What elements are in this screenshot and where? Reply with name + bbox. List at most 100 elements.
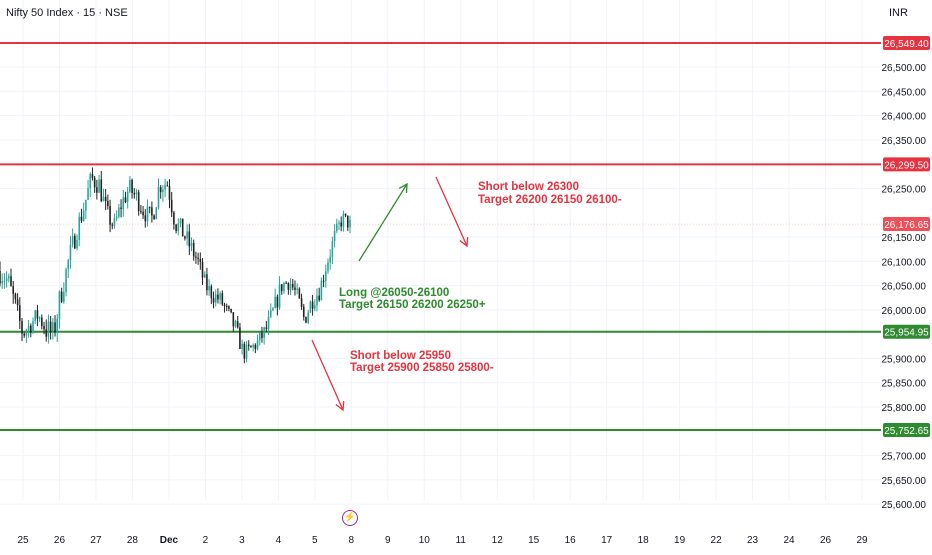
level-price-tag — [883, 157, 930, 172]
candle-body — [278, 284, 281, 308]
y-tick-label: 26,050.00 — [882, 282, 927, 293]
candle-body — [186, 231, 188, 239]
candle-body — [25, 330, 28, 336]
candle-body — [230, 308, 232, 313]
candle-body — [155, 207, 158, 220]
candle-body — [267, 316, 270, 330]
candle-body — [225, 306, 228, 308]
candle-body — [142, 211, 144, 216]
candle-body — [85, 199, 87, 211]
candle-body — [181, 218, 184, 237]
horizontal-levels[interactable]: 26,549.40 26,299.50 25,954.95 25,752.65 — [0, 36, 930, 437]
candle-body — [327, 262, 329, 272]
candle-body — [43, 326, 45, 330]
candle-body — [195, 256, 197, 258]
arrow-head — [459, 236, 469, 248]
candle-body — [256, 340, 259, 349]
candle-body — [261, 332, 263, 338]
candle-body — [41, 317, 43, 327]
price-axis[interactable]: 26,500.00 26,450.00 26,400.00 26,350.00 26,2… — [882, 63, 927, 511]
candle-body — [289, 284, 292, 290]
current-price-tag — [883, 217, 930, 232]
candle-body — [239, 327, 241, 349]
candle-body — [208, 286, 210, 291]
lightning-event-icon[interactable]: ⚡ — [342, 510, 358, 526]
candle-body — [177, 223, 180, 232]
candle-body — [82, 210, 85, 221]
arrows — [311, 176, 469, 412]
candle-body — [344, 213, 347, 216]
x-tick-label: 9 — [385, 535, 391, 546]
annotation-short-above-line1: Short below 26300 — [478, 181, 579, 193]
candle-body — [247, 344, 250, 346]
candle-body — [179, 218, 182, 224]
candle-body — [111, 224, 114, 226]
x-tick-label: 11 — [456, 535, 467, 546]
y-tick-label: 25,800.00 — [882, 403, 927, 414]
candle-body — [78, 216, 81, 240]
candle-body — [58, 291, 61, 319]
x-tick-label: 28 — [127, 535, 139, 546]
current-price-label: 26,176.65 — [884, 220, 929, 231]
candle-body — [272, 308, 274, 311]
candle-body — [135, 192, 138, 195]
arrow-head — [335, 400, 345, 412]
candle-body — [346, 215, 349, 228]
candle-body — [56, 318, 59, 333]
x-tick-label: 26 — [820, 535, 832, 546]
candle-body — [338, 222, 340, 224]
level-price-label: 25,752.65 — [884, 426, 929, 437]
candle-body — [27, 325, 30, 331]
candle-body — [296, 288, 298, 290]
candle-body — [102, 196, 105, 202]
time-axis[interactable]: 25 26 27 28 Dec 2 3 4 5 8 9 10 11 12 15 16 17 18 19 22 23 24 2… — [17, 535, 868, 546]
y-tick-label: 25,650.00 — [882, 476, 927, 487]
level-price-tag — [883, 423, 930, 437]
candle-body — [236, 321, 239, 328]
candle-body — [219, 293, 221, 300]
candle-body — [133, 192, 136, 195]
x-tick-label: 23 — [747, 535, 759, 546]
candle-body — [140, 211, 142, 213]
candle-body — [342, 213, 345, 227]
x-tick-label: 26 — [54, 535, 66, 546]
candle-body — [74, 235, 76, 249]
candle-body — [175, 224, 177, 232]
y-tick-label: 26,350.00 — [882, 136, 927, 147]
candle-body — [223, 304, 226, 307]
candle-body — [146, 206, 149, 222]
candle-body — [47, 321, 50, 337]
candle-body — [313, 305, 316, 309]
level-price-label: 25,954.95 — [884, 328, 929, 339]
symbol-title[interactable]: Nifty 50 Index · 15 · NSE — [6, 7, 128, 19]
candle-body — [168, 185, 171, 200]
level-price-label: 26,299.50 — [884, 160, 929, 171]
candle-body — [335, 223, 338, 232]
candle-body — [126, 191, 129, 202]
candle-body — [63, 291, 65, 302]
arrow-head — [398, 182, 408, 194]
level-price-tag — [883, 36, 930, 50]
candle-body — [280, 284, 283, 292]
x-tick-label: 22 — [711, 535, 723, 546]
candle-body — [221, 293, 224, 305]
arrow-up — [358, 183, 408, 262]
y-tick-label: 25,900.00 — [882, 354, 927, 365]
x-tick-label: 29 — [856, 535, 868, 546]
x-tick-label: 27 — [90, 535, 102, 546]
candle-body — [285, 282, 287, 284]
x-tick-label: 25 — [17, 535, 29, 546]
x-tick-label: 12 — [492, 535, 504, 546]
annotations: Short below 26300 Target 26200 26150 261… — [339, 181, 622, 374]
annotation-short-above-line2: Target 26200 26150 26100- — [478, 194, 622, 206]
candle-body — [311, 301, 314, 309]
candle-body — [322, 280, 325, 282]
candle-body — [153, 215, 155, 220]
level-price-label: 26,549.40 — [884, 39, 929, 50]
candle-body — [19, 305, 21, 321]
candle-body — [298, 288, 301, 299]
candle-body — [291, 284, 294, 288]
currency-label[interactable]: INR — [889, 7, 908, 19]
